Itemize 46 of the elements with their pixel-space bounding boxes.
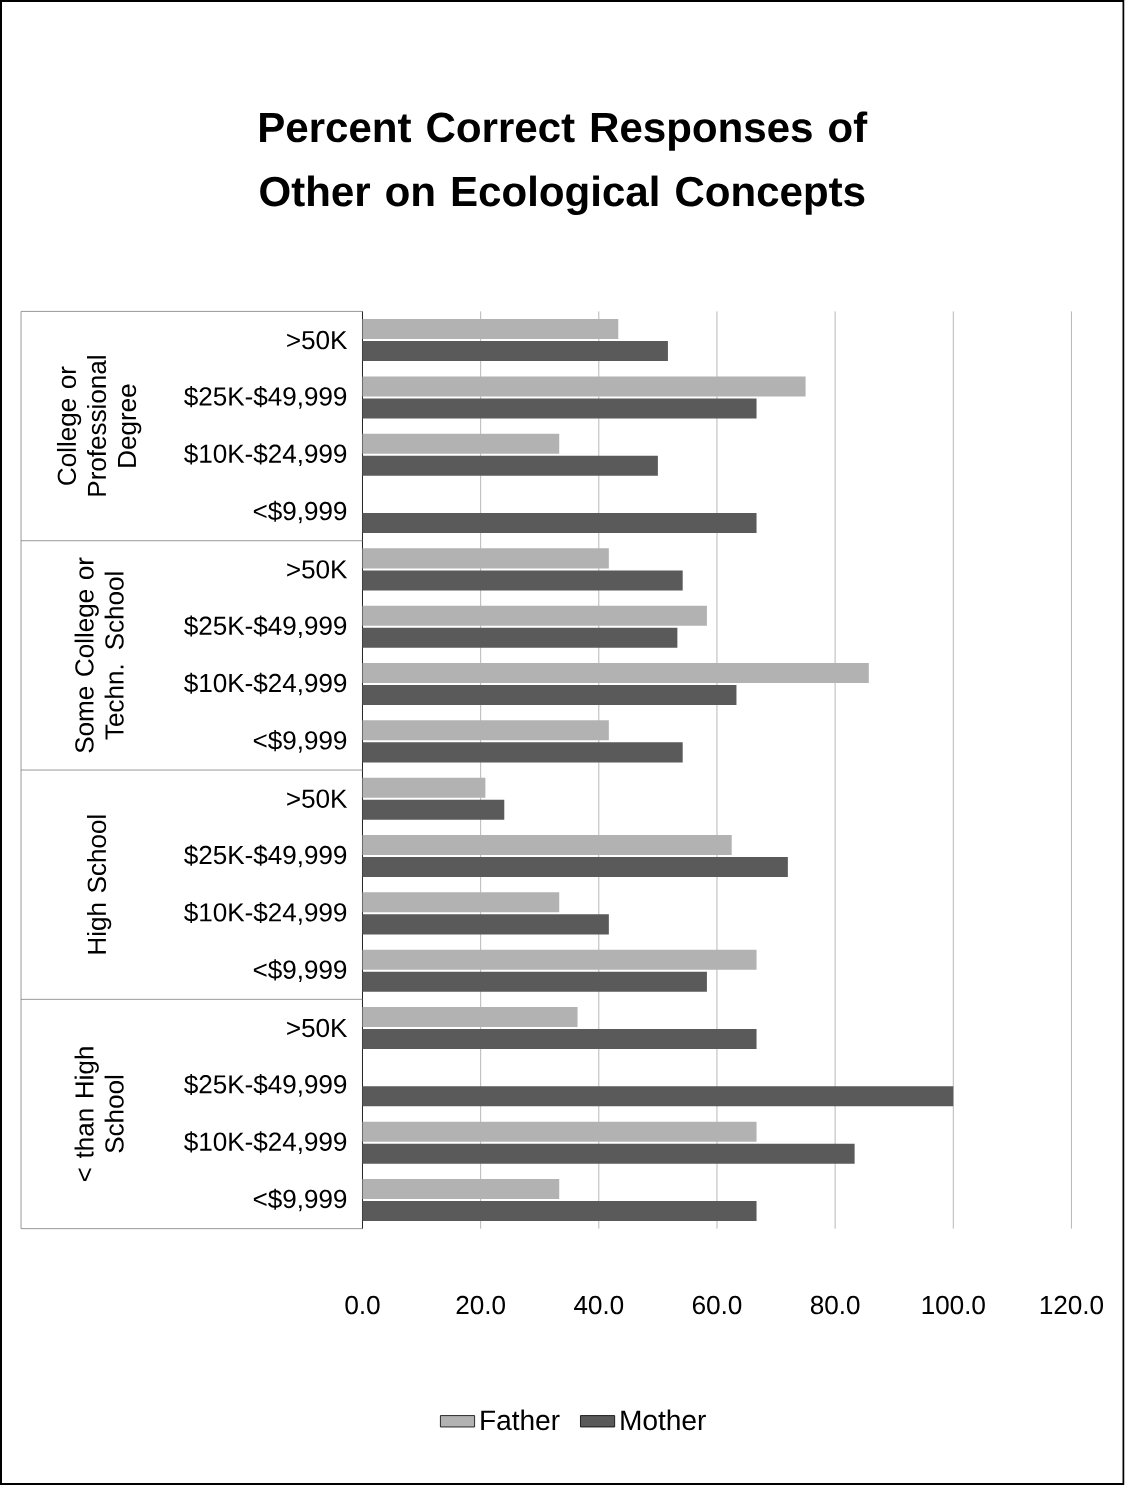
y-tick-label: <$9,999 — [254, 500, 347, 524]
y-tick-label: $10K-$24,999 — [184, 443, 347, 467]
y-tick-label: >50K — [287, 789, 348, 808]
bar — [362, 341, 669, 362]
x-tick-label: 120.0 — [1041, 1295, 1104, 1315]
x-tick-label: 40.0 — [574, 1295, 624, 1315]
bar — [362, 398, 757, 419]
x-tick-label: 20.0 — [456, 1295, 506, 1315]
y-tick-label: $25K-$49,999 — [184, 1074, 347, 1097]
y-tick-label: $25K-$49,999 — [184, 615, 347, 639]
bar — [362, 685, 737, 706]
text: College or Professional Degree — [57, 356, 142, 496]
x-tick-label: 80.0 — [811, 1295, 860, 1315]
bar — [362, 627, 678, 648]
text: Some College or Techn. School — [74, 557, 124, 753]
bar — [362, 857, 789, 878]
bar — [362, 742, 683, 763]
x-tick-label: 60.0 — [693, 1295, 742, 1315]
bar — [362, 971, 708, 992]
y-tick-label: >50K — [287, 330, 348, 350]
bar — [362, 1200, 757, 1222]
y-tick-label: >50K — [287, 560, 348, 579]
text: High School — [87, 815, 112, 954]
x-tick-label: 0.0 — [345, 1295, 380, 1315]
legend-label: Father — [481, 1409, 560, 1431]
bar — [362, 799, 505, 820]
bar — [362, 570, 683, 591]
x-tick-label: 100.0 — [922, 1295, 986, 1315]
text: < than High School — [74, 1047, 124, 1182]
y-tick-label: <$9,999 — [254, 959, 347, 982]
y-tick-label: $10K-$24,999 — [184, 1131, 347, 1154]
bar — [362, 1143, 855, 1164]
bar — [362, 455, 659, 476]
y-tick-label: $25K-$49,999 — [184, 386, 347, 409]
bar — [362, 914, 610, 935]
chart-title: Percent Correct Responses of Other on Ecological Concepts — [260, 111, 868, 215]
bar — [362, 1029, 757, 1050]
y-tick-label: $25K-$49,999 — [184, 844, 347, 868]
y-tick-label: <$9,999 — [254, 1188, 347, 1212]
y-tick-label: $10K-$24,999 — [184, 902, 347, 925]
y-tick-label: $10K-$24,999 — [184, 672, 347, 696]
legend-label: Mother — [621, 1409, 707, 1431]
y-tick-label: >50K — [287, 1018, 348, 1038]
y-tick-label: <$9,999 — [254, 730, 347, 753]
bar — [362, 513, 757, 534]
bar — [362, 1086, 954, 1107]
